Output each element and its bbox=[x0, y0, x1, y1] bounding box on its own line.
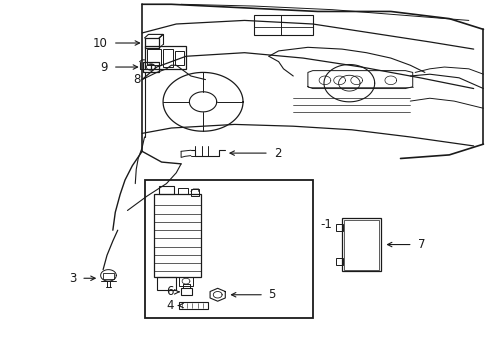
Text: 5: 5 bbox=[267, 288, 275, 301]
Text: 4: 4 bbox=[166, 299, 173, 312]
Bar bbox=[147, 49, 160, 65]
Text: 8: 8 bbox=[133, 73, 141, 86]
Bar bbox=[181, 288, 191, 296]
Bar bbox=[344, 220, 378, 270]
Bar bbox=[178, 302, 207, 309]
Text: T: T bbox=[148, 64, 153, 70]
Bar bbox=[254, 15, 312, 35]
Bar bbox=[174, 51, 183, 65]
Bar bbox=[144, 38, 159, 48]
Text: 7: 7 bbox=[417, 238, 424, 251]
Bar bbox=[144, 45, 185, 69]
Text: -1: -1 bbox=[320, 218, 331, 231]
Bar bbox=[144, 180, 312, 318]
Bar bbox=[103, 273, 114, 279]
Text: 10: 10 bbox=[93, 36, 108, 50]
Text: 3: 3 bbox=[69, 272, 76, 285]
Bar bbox=[178, 277, 193, 286]
Bar bbox=[142, 62, 159, 72]
Text: 2: 2 bbox=[273, 147, 281, 159]
Text: 9: 9 bbox=[100, 60, 108, 73]
Bar bbox=[335, 258, 342, 265]
Bar bbox=[157, 277, 176, 291]
Bar bbox=[159, 186, 173, 194]
Bar bbox=[177, 188, 188, 194]
Bar bbox=[154, 194, 200, 277]
Bar bbox=[162, 49, 173, 67]
Bar bbox=[190, 189, 198, 196]
Bar bbox=[341, 219, 380, 271]
Text: 6: 6 bbox=[166, 285, 173, 298]
Bar bbox=[335, 224, 342, 231]
